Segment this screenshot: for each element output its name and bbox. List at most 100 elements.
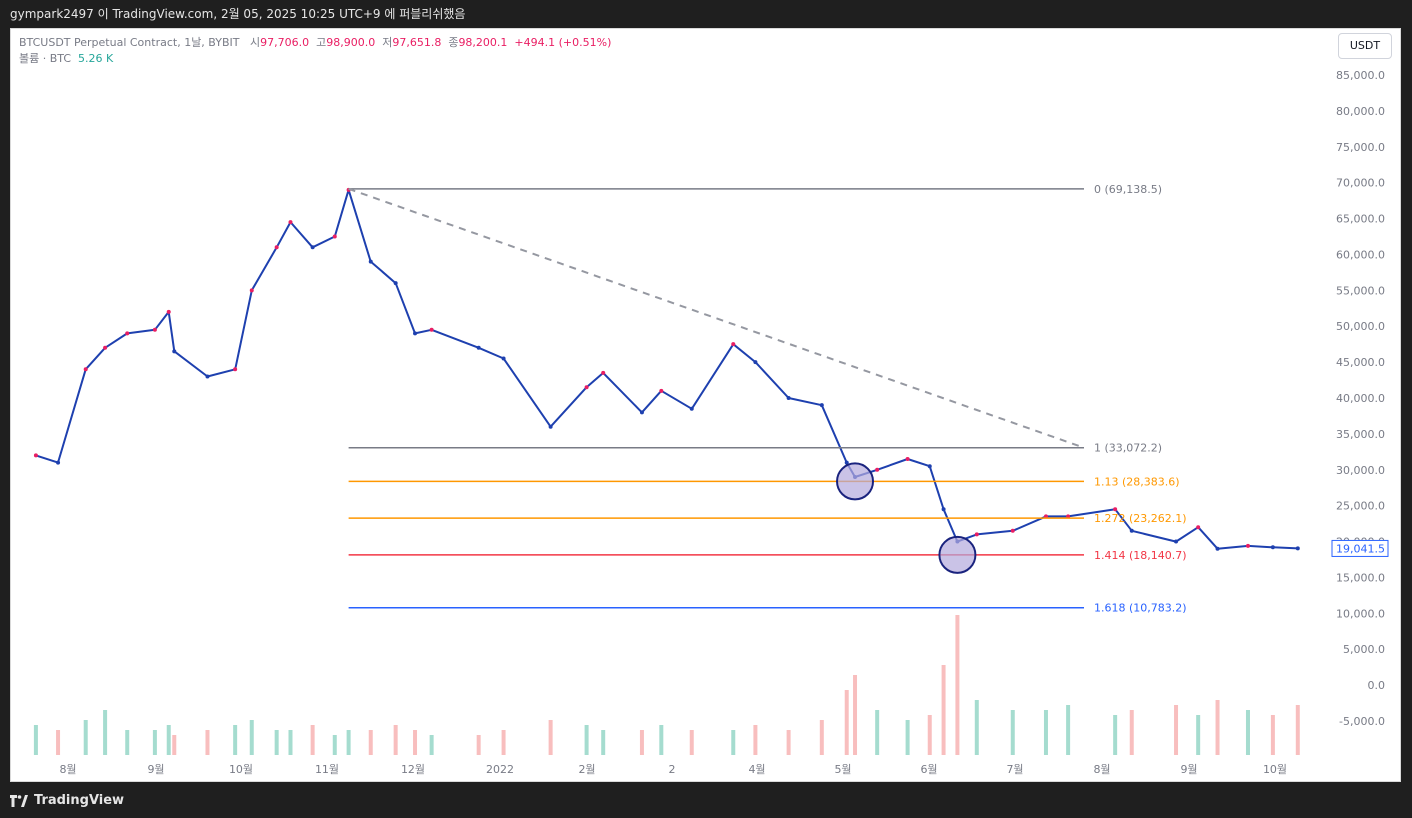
price-point bbox=[33, 453, 38, 458]
price-point bbox=[1295, 546, 1300, 551]
last-price-label: 19,041.5 bbox=[1336, 542, 1385, 555]
price-point bbox=[1245, 543, 1250, 548]
x-tick-label: 5월 bbox=[834, 763, 851, 776]
legend-open-label: 시 bbox=[249, 36, 261, 49]
y-tick-label: 85,000.0 bbox=[1336, 69, 1385, 82]
legend-high: 98,900.0 bbox=[326, 36, 376, 49]
y-axis: 85,000.0 80,000.0 75,000.0 70,000.0 65,000.0… bbox=[1331, 69, 1389, 728]
volume-bar bbox=[584, 725, 589, 755]
volume-bar bbox=[905, 720, 910, 755]
volume-layer bbox=[33, 615, 1300, 755]
y-tick-label: 5,000.0 bbox=[1343, 643, 1385, 656]
x-tick-label: 2022 bbox=[486, 763, 514, 776]
x-tick-label: 9월 bbox=[147, 763, 164, 776]
price-point bbox=[905, 457, 910, 462]
volume-bar bbox=[1043, 710, 1048, 755]
y-tick-label: 70,000.0 bbox=[1336, 177, 1385, 190]
price-point bbox=[1129, 528, 1134, 533]
volume-bar bbox=[1215, 700, 1220, 755]
volume-bar bbox=[1270, 715, 1275, 755]
y-tick-label: 25,000.0 bbox=[1336, 500, 1385, 513]
trendline bbox=[348, 187, 1085, 449]
y-tick-label: 55,000.0 bbox=[1336, 284, 1385, 297]
volume-bar bbox=[1245, 710, 1250, 755]
volume-bar bbox=[166, 725, 171, 755]
price-chart[interactable]: 0 (69,138.5) 1 (33,072.2) 1.13 (28,383.6) 1… bbox=[11, 29, 1400, 781]
y-tick-label: 40,000.0 bbox=[1336, 392, 1385, 405]
volume-bar bbox=[33, 725, 38, 755]
fib-level-label: 1.272 (23,262.1) bbox=[1094, 512, 1187, 525]
volume-bar bbox=[56, 730, 61, 755]
volume-bar bbox=[310, 725, 315, 755]
legend-line-1: BTCUSDT Perpetual Contract, 1날, BYBIT 시9… bbox=[19, 35, 611, 51]
price-point bbox=[639, 410, 644, 415]
volume-bar bbox=[601, 730, 606, 755]
legend-line-2: 볼륨 · BTC 5.26 K bbox=[19, 51, 611, 67]
price-point bbox=[927, 464, 932, 469]
volume-bar bbox=[368, 730, 373, 755]
publish-title: gympark2497 이 TradingView.com, 2월 05, 20… bbox=[10, 7, 466, 21]
fib-level-label: 1.13 (28,383.6) bbox=[1094, 475, 1180, 488]
y-tick-label: 10,000.0 bbox=[1336, 607, 1385, 620]
fib-level-label: 1.618 (10,783.2) bbox=[1094, 602, 1187, 615]
price-point bbox=[274, 245, 279, 250]
y-tick-label: 80,000.0 bbox=[1336, 105, 1385, 118]
volume-bar bbox=[639, 730, 644, 755]
price-point bbox=[83, 367, 88, 372]
chart-frame[interactable]: 0 (69,138.5) 1 (33,072.2) 1.13 (28,383.6) 1… bbox=[10, 28, 1401, 782]
legend-change: +494.1 (+0.51%) bbox=[514, 36, 612, 49]
volume-bar bbox=[955, 615, 960, 755]
x-tick-label: 6월 bbox=[920, 763, 937, 776]
volume-bar bbox=[659, 725, 664, 755]
price-point bbox=[166, 309, 171, 314]
price-point bbox=[249, 288, 254, 293]
price-point bbox=[1174, 539, 1179, 544]
price-point bbox=[310, 245, 315, 250]
price-point bbox=[753, 360, 758, 365]
volume-bar bbox=[125, 730, 130, 755]
price-point bbox=[501, 356, 506, 361]
volume-bar bbox=[288, 730, 293, 755]
price-point bbox=[548, 424, 553, 429]
legend-low-label: 저 bbox=[382, 36, 393, 49]
legend-close: 98,200.1 bbox=[458, 36, 508, 49]
legend-open: 97,706.0 bbox=[260, 36, 310, 49]
volume-bar bbox=[927, 715, 932, 755]
price-point bbox=[1010, 528, 1015, 533]
price-point bbox=[731, 342, 736, 347]
last-price-box bbox=[1331, 539, 1389, 557]
x-tick-label: 2월 bbox=[578, 763, 595, 776]
volume-bar bbox=[1295, 705, 1300, 755]
price-point bbox=[1196, 525, 1201, 530]
volume-bar bbox=[819, 720, 824, 755]
volume-bar bbox=[853, 675, 858, 755]
price-point bbox=[413, 331, 418, 336]
legend-close-label: 종 bbox=[448, 36, 459, 49]
volume-bar bbox=[476, 735, 481, 755]
currency-button[interactable]: USDT bbox=[1338, 33, 1392, 59]
price-point bbox=[393, 281, 398, 286]
price-point bbox=[974, 532, 979, 537]
y-tick-label: 15,000.0 bbox=[1336, 571, 1385, 584]
marker-circle bbox=[938, 535, 977, 574]
x-tick-label: 10월 bbox=[1263, 763, 1287, 776]
price-layer bbox=[33, 187, 1300, 551]
footer-brand: TradingView bbox=[34, 793, 125, 808]
price-point bbox=[844, 460, 849, 465]
volume-bar bbox=[152, 730, 157, 755]
volume-bar bbox=[875, 710, 880, 755]
marker-circle bbox=[836, 462, 875, 501]
fib-level-label: 1 (33,072.2) bbox=[1094, 442, 1162, 455]
volume-bar bbox=[429, 735, 434, 755]
x-axis: 8월 9월 10월 11월 12월 2022 2월 2 4월 5월 6월 7월 8월 9월 10월 bbox=[59, 763, 1287, 776]
fib-level-label: 0 (69,138.5) bbox=[1094, 183, 1162, 196]
price-line bbox=[35, 188, 1298, 550]
volume-bar bbox=[83, 720, 88, 755]
legend-high-label: 고 bbox=[316, 36, 327, 49]
x-tick-label: 8월 bbox=[1093, 763, 1110, 776]
price-point bbox=[819, 403, 824, 408]
price-point bbox=[1215, 546, 1220, 551]
volume-bar bbox=[205, 730, 210, 755]
volume-bar bbox=[1196, 715, 1201, 755]
tradingview-logo[interactable]: TradingView bbox=[10, 793, 124, 808]
